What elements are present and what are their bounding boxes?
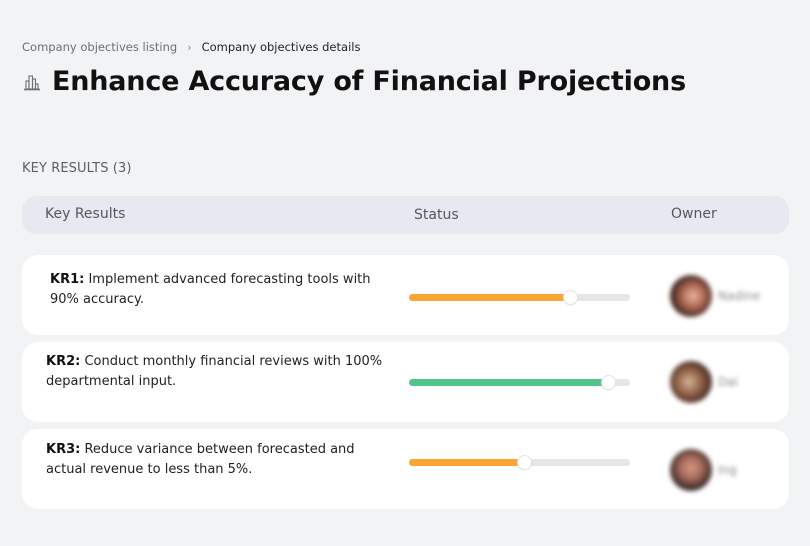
owner[interactable]: Dai [670, 361, 738, 403]
column-header-owner: Owner [671, 206, 717, 222]
avatar [670, 449, 712, 491]
key-result-description: KR2: Conduct monthly financial reviews w… [46, 352, 396, 392]
owner-name: Nadine [718, 289, 761, 303]
key-result-description: KR3: Reduce variance between forecasted … [46, 440, 376, 480]
progress-bar [409, 456, 630, 469]
progress-bar [409, 376, 630, 389]
column-header-status: Status [414, 207, 459, 223]
page-title: Enhance Accuracy of Financial Projection… [52, 66, 686, 97]
progress-thumb [601, 376, 615, 389]
key-result-row-kr2[interactable]: KR2: Conduct monthly financial reviews w… [22, 342, 789, 422]
owner[interactable]: Nadine [670, 275, 760, 317]
avatar [670, 275, 712, 317]
column-header-key-results: Key Results [45, 206, 126, 222]
avatar [670, 361, 712, 403]
key-result-text: Conduct monthly financial reviews with 1… [46, 354, 383, 389]
breadcrumb-link-listing[interactable]: Company objectives listing [22, 40, 178, 54]
key-result-code: KR1: [50, 272, 85, 287]
key-result-code: KR2: [46, 354, 81, 369]
key-result-code: KR3: [46, 442, 81, 457]
key-result-description: KR1: Implement advanced forecasting tool… [50, 270, 390, 310]
owner[interactable]: Ing [670, 449, 737, 491]
key-result-text: Reduce variance between forecasted and a… [46, 442, 355, 477]
key-result-row-kr3[interactable]: KR3: Reduce variance between forecasted … [22, 429, 789, 509]
progress-fill [409, 459, 524, 466]
breadcrumb-current-details: Company objectives details [201, 40, 361, 54]
page-header: Enhance Accuracy of Financial Projection… [22, 66, 686, 97]
key-results-section-label: KEY RESULTS (3) [22, 161, 132, 176]
breadcrumb: Company objectives listing › Company obj… [22, 40, 360, 54]
key-result-row-kr1[interactable]: KR1: Implement advanced forecasting tool… [22, 255, 789, 335]
progress-thumb [517, 456, 531, 469]
key-results-table-header: Key Results Status Owner [22, 196, 789, 234]
progress-fill [409, 294, 571, 301]
owner-name: Ing [718, 463, 737, 477]
owner-name: Dai [718, 375, 738, 389]
key-result-text: Implement advanced forecasting tools wit… [50, 272, 371, 307]
progress-bar [409, 291, 630, 304]
buildings-icon [22, 72, 42, 92]
progress-thumb [564, 291, 578, 304]
chevron-right-icon: › [187, 40, 192, 54]
progress-fill [409, 379, 608, 386]
